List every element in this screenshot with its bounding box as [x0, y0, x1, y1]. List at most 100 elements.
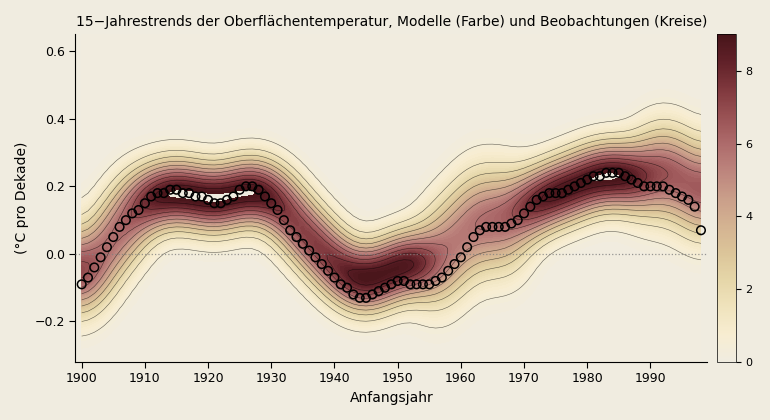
Point [367, 291, 379, 298]
Point [537, 193, 549, 200]
Point [410, 281, 423, 288]
Point [505, 220, 517, 227]
Point [373, 288, 385, 294]
Point [556, 190, 568, 197]
Point [417, 281, 429, 288]
Point [638, 183, 650, 190]
Point [196, 193, 208, 200]
Point [695, 227, 707, 234]
Point [158, 190, 170, 197]
Point [259, 193, 271, 200]
Point [644, 183, 657, 190]
Point [670, 190, 682, 197]
Point [353, 294, 366, 301]
Point [499, 223, 511, 230]
Point [316, 261, 328, 268]
Point [360, 294, 372, 301]
Point [126, 210, 139, 217]
Point [284, 227, 296, 234]
Point [271, 207, 283, 213]
Point [227, 193, 239, 200]
Point [550, 190, 562, 197]
Point [152, 190, 164, 197]
Point [676, 193, 688, 200]
Point [379, 284, 391, 291]
Point [663, 186, 675, 193]
Point [246, 183, 259, 190]
Point [442, 268, 454, 274]
Point [631, 180, 644, 186]
Point [233, 186, 246, 193]
Point [328, 274, 340, 281]
Point [189, 193, 202, 200]
Point [170, 186, 182, 193]
Point [176, 190, 189, 197]
Point [688, 203, 701, 210]
Point [436, 274, 448, 281]
X-axis label: Anfangsjahr: Anfangsjahr [350, 391, 434, 405]
Point [474, 227, 486, 234]
Point [461, 244, 474, 250]
Point [82, 274, 94, 281]
Point [239, 183, 252, 190]
Point [183, 190, 196, 197]
Point [322, 268, 334, 274]
Point [208, 200, 220, 207]
Point [164, 186, 176, 193]
Point [107, 234, 119, 240]
Point [448, 261, 460, 268]
Point [657, 183, 669, 190]
Point [487, 223, 499, 230]
Point [101, 244, 113, 250]
Point [347, 291, 360, 298]
Point [581, 176, 594, 183]
Y-axis label: (°C pro Dekade): (°C pro Dekade) [15, 142, 29, 255]
Point [75, 281, 88, 288]
Point [303, 247, 316, 254]
Point [511, 217, 524, 223]
Point [215, 200, 227, 207]
Point [531, 197, 543, 203]
Point [430, 278, 442, 284]
Point [145, 193, 157, 200]
Point [385, 281, 397, 288]
Point [518, 210, 531, 217]
Point [606, 170, 618, 176]
Point [543, 190, 555, 197]
Point [335, 281, 347, 288]
Point [588, 173, 600, 180]
Point [404, 281, 417, 288]
Point [120, 217, 132, 223]
Point [423, 281, 435, 288]
Point [132, 207, 145, 213]
Point [310, 254, 322, 261]
Point [651, 183, 663, 190]
Point [88, 264, 100, 271]
Point [391, 278, 403, 284]
Point [574, 180, 587, 186]
Point [562, 186, 574, 193]
Point [682, 197, 695, 203]
Point [253, 186, 265, 193]
Point [278, 217, 290, 223]
Point [594, 173, 606, 180]
Point [493, 223, 505, 230]
Point [480, 223, 492, 230]
Point [221, 197, 233, 203]
Point [625, 176, 638, 183]
Point [265, 200, 277, 207]
Point [296, 240, 309, 247]
Point [290, 234, 303, 240]
Point [95, 254, 107, 261]
Point [398, 278, 410, 284]
Title: 15−Jahrestrends der Oberflächentemperatur, Modelle (Farbe) und Beobachtungen (Kr: 15−Jahrestrends der Oberflächentemperatu… [75, 15, 707, 29]
Point [568, 183, 581, 190]
Point [454, 254, 467, 261]
Point [524, 203, 537, 210]
Point [202, 197, 214, 203]
Point [113, 223, 126, 230]
Point [619, 173, 631, 180]
Point [341, 284, 353, 291]
Point [600, 170, 612, 176]
Point [467, 234, 480, 240]
